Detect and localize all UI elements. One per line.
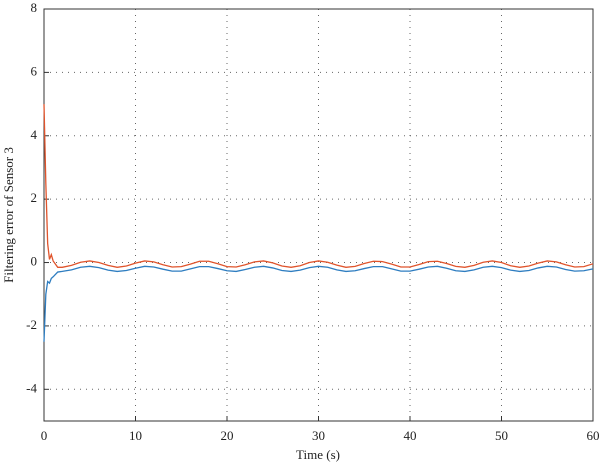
y-tick-label: 4 [31,127,38,142]
x-tick-label: 30 [312,428,325,443]
y-tick-label: -4 [26,380,37,395]
x-tick-label: 0 [41,428,48,443]
x-tick-label: 20 [221,428,234,443]
x-tick-label: 50 [495,428,508,443]
y-tick-label: 2 [31,190,38,205]
y-axis-label: Filtering error of Sensor 3 [1,147,16,283]
plot-frame [43,8,594,422]
y-tick-label: 0 [31,254,38,269]
y-tick-label: 8 [31,0,38,15]
x-axis-label: Time (s) [296,447,340,462]
y-tick-label: 6 [31,63,38,78]
data-line [43,265,594,342]
data-line [43,104,594,268]
x-tick-label: 10 [129,428,142,443]
x-tick-label: 40 [404,428,417,443]
x-tick-label: 60 [587,428,600,443]
y-tick-label: -2 [26,317,37,332]
